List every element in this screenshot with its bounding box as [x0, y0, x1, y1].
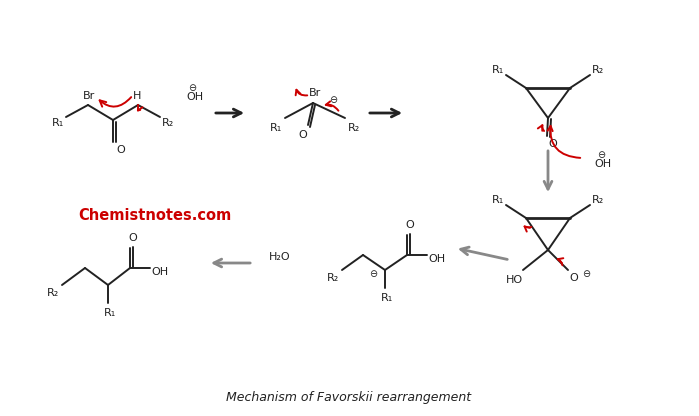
Text: H₂O: H₂O	[269, 252, 291, 262]
Text: R₂: R₂	[592, 195, 604, 205]
Text: O: O	[570, 273, 578, 283]
Text: ⊖: ⊖	[582, 269, 590, 279]
Text: R₂: R₂	[348, 123, 360, 133]
Text: O: O	[129, 233, 138, 243]
Text: R₁: R₁	[270, 123, 282, 133]
Text: OH: OH	[152, 267, 168, 277]
Text: R₂: R₂	[327, 273, 339, 283]
Text: R₁: R₁	[492, 65, 504, 75]
Text: R₁: R₁	[104, 308, 116, 318]
Text: ⊖: ⊖	[188, 83, 196, 93]
Text: O: O	[117, 145, 125, 155]
Text: R₁: R₁	[52, 118, 64, 128]
Text: Chemistnotes.com: Chemistnotes.com	[78, 208, 231, 223]
Text: Mechanism of Favorskii rearrangement: Mechanism of Favorskii rearrangement	[226, 391, 472, 404]
Text: R₂: R₂	[592, 65, 604, 75]
Text: R₂: R₂	[162, 118, 174, 128]
Text: O: O	[298, 130, 308, 140]
Text: H: H	[133, 91, 141, 101]
Text: Br: Br	[309, 88, 321, 98]
Text: Br: Br	[83, 91, 95, 101]
Text: R₂: R₂	[47, 288, 59, 298]
Text: ⊖: ⊖	[329, 95, 337, 105]
Text: ⊖: ⊖	[369, 269, 377, 279]
Text: O: O	[405, 220, 415, 230]
Text: R₁: R₁	[381, 293, 393, 303]
Text: OH: OH	[428, 254, 445, 264]
Text: O: O	[549, 139, 557, 149]
Text: ⊖: ⊖	[597, 150, 605, 160]
Text: OH: OH	[594, 159, 612, 169]
Text: R₁: R₁	[492, 195, 504, 205]
Text: HO: HO	[505, 275, 523, 285]
Text: OH: OH	[187, 92, 203, 102]
